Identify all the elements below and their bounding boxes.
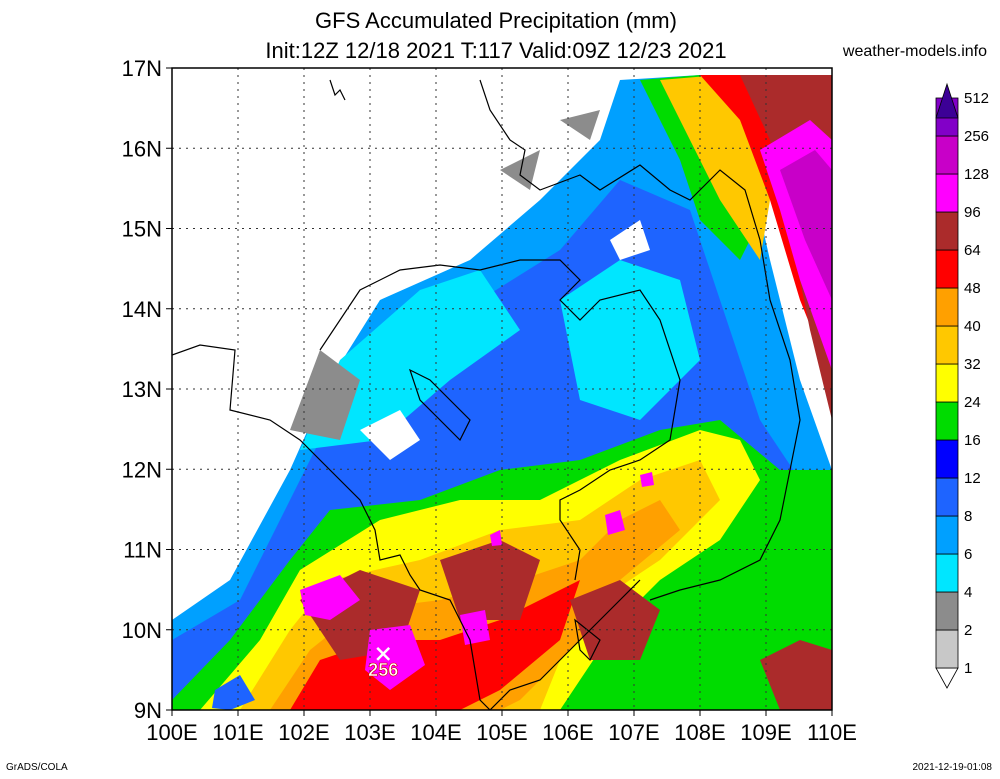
lat-label: 16N — [122, 136, 162, 161]
colorbar-swatch — [935, 249, 959, 289]
lon-label: 109E — [740, 720, 791, 745]
colorbar-swatch — [935, 135, 959, 175]
colorbar-label: 2 — [964, 622, 972, 639]
generated-timestamp: 2021-12-19-01:08 — [912, 762, 992, 773]
lon-label: 101E — [212, 720, 263, 745]
max-value-label: 256 — [368, 660, 398, 680]
colorbar-swatch — [935, 363, 959, 403]
colorbar-label: 12 — [964, 470, 981, 487]
colorbar-swatch — [935, 173, 959, 213]
colorbar-label: 128 — [964, 166, 989, 183]
lat-label: 11N — [123, 538, 162, 563]
country-borders — [172, 79, 801, 710]
colorbar-swatch — [935, 667, 959, 689]
colorbar-label: 40 — [964, 318, 981, 335]
colorbar-label: 8 — [964, 508, 972, 525]
colorbar-label: 96 — [964, 204, 981, 221]
lon-label: 106E — [542, 720, 593, 745]
lat-label: 13N — [122, 377, 162, 402]
lon-label: 107E — [608, 720, 659, 745]
lat-label: 17N — [122, 56, 162, 81]
lon-label: 103E — [344, 720, 395, 745]
colorbar-swatch — [935, 477, 959, 517]
lat-label: 12N — [122, 457, 162, 482]
colorbar-label: 16 — [964, 432, 981, 449]
software-credit: GrADS/COLA — [6, 762, 68, 773]
chart-title: GFS Accumulated Precipitation (mm) — [315, 8, 677, 33]
colorbar-label: 512 — [964, 90, 989, 107]
colorbar-label: 4 — [964, 584, 972, 601]
colorbar-label: 48 — [964, 280, 981, 297]
colorbar-swatch — [935, 515, 959, 555]
colorbar-label: 6 — [964, 546, 972, 563]
colorbar-swatch — [935, 401, 959, 441]
colorbar-label: 24 — [964, 394, 981, 411]
colorbar-swatch — [935, 629, 959, 669]
lon-label: 100E — [146, 720, 197, 745]
max-cross-icon — [376, 646, 391, 661]
lon-label: 108E — [674, 720, 725, 745]
lat-label: 15N — [122, 217, 162, 242]
lon-label: 110E — [807, 720, 857, 745]
longitude-labels: 100E 101E 102E 103E 104E 105E 106E 107E 108E 109E… — [146, 710, 857, 745]
lat-label: 14N — [122, 297, 162, 322]
colorbar-swatch — [935, 325, 959, 365]
colorbar-label: 256 — [964, 128, 989, 145]
colorbar-swatch — [935, 82, 959, 119]
colorbar-swatch — [935, 439, 959, 479]
colorbar-swatch — [935, 211, 959, 251]
lon-label: 104E — [410, 720, 461, 745]
max-precip-marker: 256 — [368, 646, 399, 680]
lat-label: 9N — [134, 698, 162, 723]
lon-label: 105E — [476, 720, 527, 745]
colorbar-swatch — [935, 591, 959, 631]
colorbar-swatch — [935, 553, 959, 593]
site-credit: weather-models.info — [842, 43, 987, 60]
map-grid — [172, 68, 832, 710]
lat-label: 10N — [122, 618, 162, 643]
colorbar-label: 1 — [964, 660, 972, 677]
colorbar-label: 64 — [964, 242, 981, 259]
colorbar-label: 32 — [964, 356, 981, 373]
lon-label: 102E — [278, 720, 329, 745]
chart-subtitle: Init:12Z 12/18 2021 T:117 Valid:09Z 12/2… — [265, 38, 727, 63]
latitude-labels: 9N 10N 11N 12N 13N 14N 15N 16N 17N — [122, 56, 172, 723]
colorbar-swatch — [935, 287, 959, 327]
